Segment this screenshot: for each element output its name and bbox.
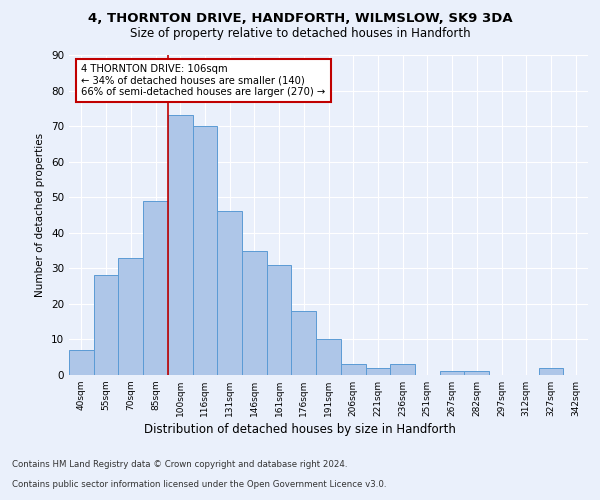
Bar — [292, 311, 316, 375]
Bar — [539, 368, 563, 375]
Bar — [464, 372, 489, 375]
Bar — [143, 201, 168, 375]
Bar — [94, 276, 118, 375]
Y-axis label: Number of detached properties: Number of detached properties — [35, 133, 46, 297]
Text: 4, THORNTON DRIVE, HANDFORTH, WILMSLOW, SK9 3DA: 4, THORNTON DRIVE, HANDFORTH, WILMSLOW, … — [88, 12, 512, 26]
Text: Contains HM Land Registry data © Crown copyright and database right 2024.: Contains HM Land Registry data © Crown c… — [12, 460, 347, 469]
Text: 4 THORNTON DRIVE: 106sqm
← 34% of detached houses are smaller (140)
66% of semi-: 4 THORNTON DRIVE: 106sqm ← 34% of detach… — [82, 64, 326, 97]
Bar — [242, 250, 267, 375]
Bar — [193, 126, 217, 375]
Text: Distribution of detached houses by size in Handforth: Distribution of detached houses by size … — [144, 422, 456, 436]
Bar — [390, 364, 415, 375]
Bar — [168, 116, 193, 375]
Bar — [316, 340, 341, 375]
Bar — [69, 350, 94, 375]
Text: Size of property relative to detached houses in Handforth: Size of property relative to detached ho… — [130, 28, 470, 40]
Bar — [440, 372, 464, 375]
Bar — [217, 212, 242, 375]
Bar — [365, 368, 390, 375]
Bar — [118, 258, 143, 375]
Bar — [341, 364, 365, 375]
Bar — [267, 265, 292, 375]
Text: Contains public sector information licensed under the Open Government Licence v3: Contains public sector information licen… — [12, 480, 386, 489]
